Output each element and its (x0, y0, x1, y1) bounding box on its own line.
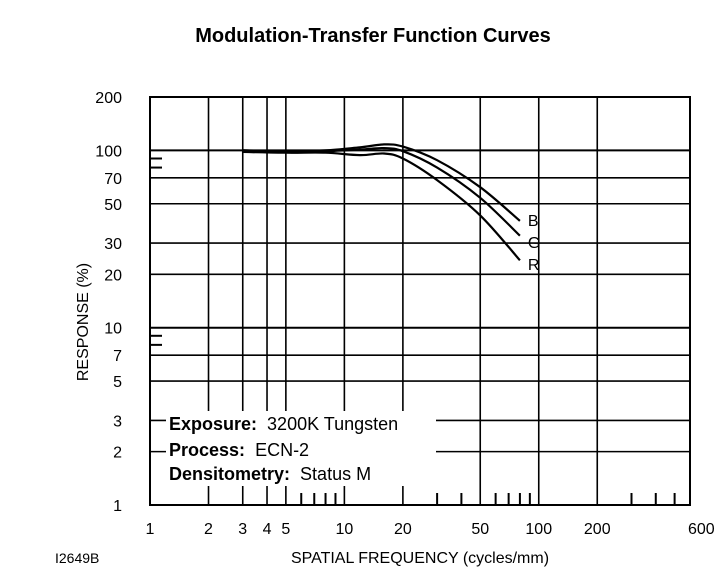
series-label-g: G (528, 235, 540, 252)
y-axis-label: RESPONSE (%) (75, 263, 92, 381)
x-tick-label: 10 (335, 521, 353, 538)
plot-frame (149, 96, 691, 506)
annotation-process: Process: ECN-2 (169, 440, 309, 460)
annotation-exposure-value: 3200K Tungsten (267, 414, 398, 434)
series-labels: BGR (528, 213, 540, 274)
y-tick-label: 50 (104, 197, 122, 214)
x-tick-labels: 1 2 3 4 5 10 20 50 100 200 600 (146, 521, 715, 538)
series-line-g (242, 146, 521, 237)
chart-title: Modulation-Transfer Function Curves (195, 25, 551, 47)
annotation-process-key: Process: (169, 440, 245, 460)
annotation-densitometry-value: Status M (300, 464, 371, 484)
x-tick-label: 4 (263, 521, 272, 538)
x-tick-label: 3 (238, 521, 247, 538)
y-tick-label: 3 (113, 413, 122, 430)
x-tick-label: 50 (471, 521, 489, 538)
x-tick-label: 5 (281, 521, 290, 538)
y-tick-label: 200 (95, 90, 122, 107)
y-tick-label: 2 (113, 445, 122, 462)
annotation-exposure-key: Exposure: (169, 414, 257, 434)
y-tick-label: 100 (95, 143, 122, 160)
y-tick-label: 1 (113, 498, 122, 515)
y-tick-labels: 200 100 70 50 30 20 10 7 5 3 2 1 (95, 90, 122, 515)
y-tick-label: 30 (104, 236, 122, 253)
annotation-exposure: Exposure: 3200K Tungsten (169, 414, 398, 434)
annotation-process-value: ECN-2 (255, 440, 309, 460)
annotation-backdrop (166, 411, 436, 486)
x-tick-label: 1 (146, 521, 155, 538)
y-tick-label: 70 (104, 171, 122, 188)
x-tick-label: 200 (584, 521, 611, 538)
series-line-r (242, 150, 521, 262)
x-tick-label: 100 (525, 521, 552, 538)
figure-id: I2649B (55, 550, 99, 566)
x-tick-label: 600 (688, 521, 715, 538)
x-tick-label: 20 (394, 521, 412, 538)
annotation-densitometry-key: Densitometry: (169, 464, 290, 484)
series-line-b (242, 143, 521, 222)
annotation-densitometry: Densitometry: Status M (169, 464, 371, 484)
series-label-r: R (528, 257, 540, 274)
series-lines (242, 143, 521, 262)
y-tick-label: 7 (113, 348, 122, 365)
x-tick-label: 2 (204, 521, 213, 538)
y-tick-label: 5 (113, 374, 122, 391)
x-axis-label: SPATIAL FREQUENCY (cycles/mm) (291, 550, 549, 567)
y-tick-label: 20 (104, 267, 122, 284)
series-label-b: B (528, 213, 539, 230)
minor-ticks (150, 157, 676, 505)
y-tick-label: 10 (104, 321, 122, 338)
